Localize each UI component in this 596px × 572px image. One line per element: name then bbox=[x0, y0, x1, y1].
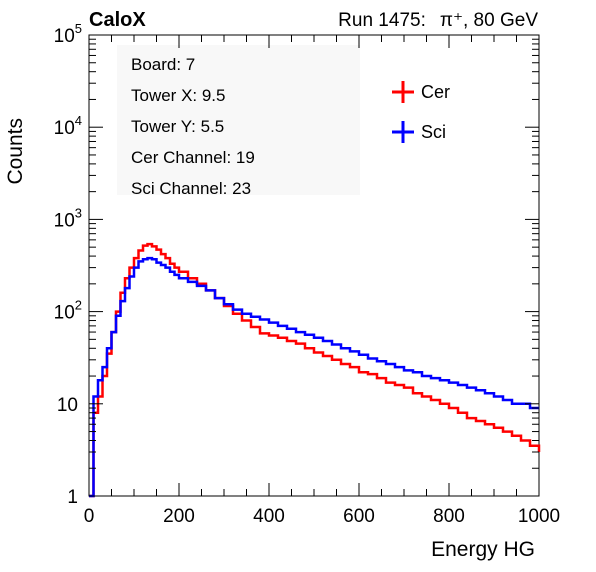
info-box bbox=[117, 45, 360, 195]
info-box-lines: Board: 7 Tower X: 9.5 Tower Y: 5.5 Cer Chan… bbox=[131, 55, 255, 198]
info-line: Cer Channel: 19 bbox=[131, 148, 255, 167]
y-axis-title: Counts bbox=[4, 118, 27, 185]
y-tick-label: 1 bbox=[67, 487, 78, 508]
info-line: Board: 7 bbox=[131, 55, 195, 74]
legend: Cer Sci bbox=[392, 81, 450, 143]
y-tick-label: 10 bbox=[57, 395, 78, 416]
x-tick-label: 800 bbox=[433, 506, 465, 527]
legend-label: Cer bbox=[421, 82, 450, 102]
series-line-cer bbox=[89, 242, 541, 498]
info-line: Tower X: 9.5 bbox=[131, 86, 226, 105]
y-tick-label: 102 bbox=[54, 298, 82, 324]
x-axis-title: Energy HG bbox=[431, 538, 535, 561]
y-tick-label: 104 bbox=[54, 113, 82, 139]
series-group bbox=[89, 242, 541, 498]
info-line: Tower Y: 5.5 bbox=[131, 117, 224, 136]
chart-title: CaloX bbox=[89, 9, 146, 31]
y-axis: 1 10 102 103 104 105 bbox=[54, 21, 539, 508]
x-tick-label: 600 bbox=[343, 506, 375, 527]
run-label: Run 1475: bbox=[338, 10, 426, 31]
info-line: Sci Channel: 23 bbox=[131, 179, 251, 198]
y-tick-label: 103 bbox=[54, 205, 82, 231]
series-line-sci bbox=[89, 256, 539, 498]
x-tick-label: 200 bbox=[163, 506, 195, 527]
x-axis: 0 200 400 600 800 1000 bbox=[84, 35, 560, 527]
particle-label: π⁺ bbox=[440, 10, 463, 31]
energy-label: , 80 GeV bbox=[463, 10, 538, 31]
y-tick-label: 105 bbox=[54, 21, 82, 47]
legend-label: Sci bbox=[421, 122, 446, 142]
run-info: Run 1475: π⁺, 80 GeV bbox=[338, 10, 538, 31]
x-tick-label: 0 bbox=[84, 506, 95, 527]
x-tick-label: 400 bbox=[253, 506, 285, 527]
x-tick-label: 1000 bbox=[518, 506, 560, 527]
